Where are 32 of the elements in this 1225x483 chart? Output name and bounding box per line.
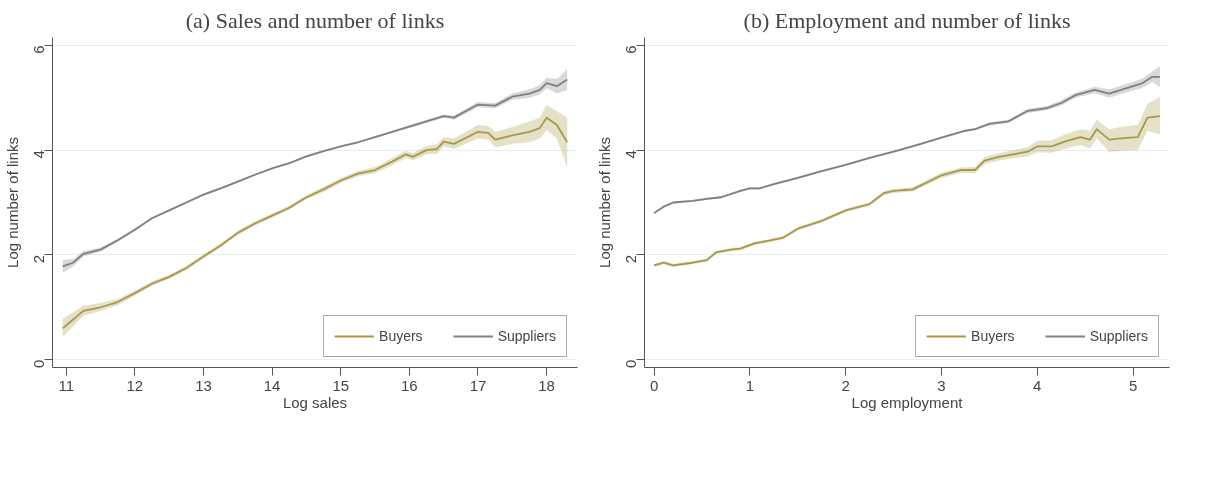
x-tick-label: 5 bbox=[1128, 376, 1138, 394]
x-tick-label: 1 bbox=[745, 376, 755, 394]
y-tick-label: 0 bbox=[30, 359, 48, 368]
x-axis-title: Log sales bbox=[282, 393, 348, 411]
x-tick-label: 16 bbox=[401, 376, 418, 394]
x-tick-label: 3 bbox=[937, 376, 946, 394]
y-tick-label: 6 bbox=[622, 45, 640, 54]
y-axis-title: Log number of links bbox=[595, 137, 613, 268]
legend-label: Buyers bbox=[971, 328, 1015, 344]
y-axis-title: Log number of links bbox=[3, 137, 21, 268]
y-tick-label: 0 bbox=[622, 359, 640, 368]
x-tick-label: 18 bbox=[538, 376, 555, 394]
y-tick-label: 4 bbox=[622, 150, 640, 159]
legend-label: Suppliers bbox=[497, 328, 556, 344]
x-tick-label: 12 bbox=[126, 376, 144, 394]
x-axis-title: Log employment bbox=[851, 393, 964, 411]
x-tick-label: 2 bbox=[841, 376, 850, 394]
x-tick-label: 13 bbox=[195, 376, 212, 394]
x-tick-label: 14 bbox=[263, 376, 281, 394]
legend-label: Buyers bbox=[379, 328, 423, 344]
y-tick-label: 2 bbox=[30, 254, 48, 264]
legend-label: Suppliers bbox=[1089, 328, 1148, 344]
y-tick-label: 2 bbox=[622, 254, 640, 264]
x-tick-label: 11 bbox=[58, 376, 75, 394]
y-tick-label: 4 bbox=[30, 150, 48, 159]
chart-title: (a) Sales and number of links bbox=[185, 7, 445, 33]
x-tick-label: 4 bbox=[1033, 376, 1042, 394]
x-tick-label: 0 bbox=[649, 376, 659, 394]
chart-title: (b) Employment and number of links bbox=[743, 7, 1071, 33]
x-tick-label: 15 bbox=[332, 376, 350, 394]
y-tick-label: 6 bbox=[30, 45, 48, 54]
x-tick-label: 17 bbox=[469, 376, 487, 394]
